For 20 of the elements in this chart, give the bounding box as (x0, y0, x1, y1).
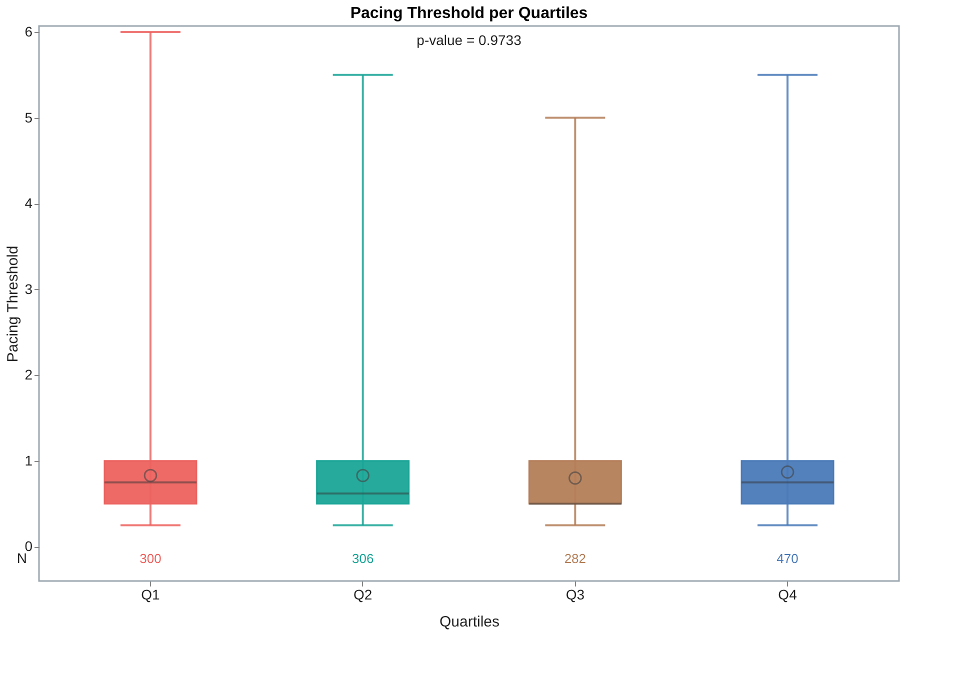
y-tick-label: 2 (24, 366, 33, 383)
annotation: 282 (564, 551, 586, 566)
annotation: 470 (776, 551, 798, 566)
annotation: p-value = 0.9733 (416, 32, 522, 48)
x-tick-label: Q4 (778, 586, 798, 602)
y-tick-label: 6 (24, 24, 33, 40)
x-tick-label: Q3 (566, 586, 585, 602)
annotation: 300 (140, 551, 162, 566)
chart-title: Pacing Threshold per Quartiles (350, 5, 588, 22)
y-tick-label: 4 (24, 195, 33, 212)
y-tick-label: 5 (24, 109, 33, 126)
y-tick-label: 0 (24, 538, 33, 554)
annotation: 306 (352, 551, 374, 566)
y-tick-label: 3 (24, 280, 33, 297)
y-axis-title: Pacing Threshold (4, 246, 22, 362)
y-tick-label: 1 (24, 452, 33, 468)
text: N (16, 550, 27, 566)
x-tick-label: Q1 (141, 586, 160, 602)
x-tick-label: Q2 (353, 586, 372, 602)
x-axis-title: Quartiles (439, 614, 500, 630)
